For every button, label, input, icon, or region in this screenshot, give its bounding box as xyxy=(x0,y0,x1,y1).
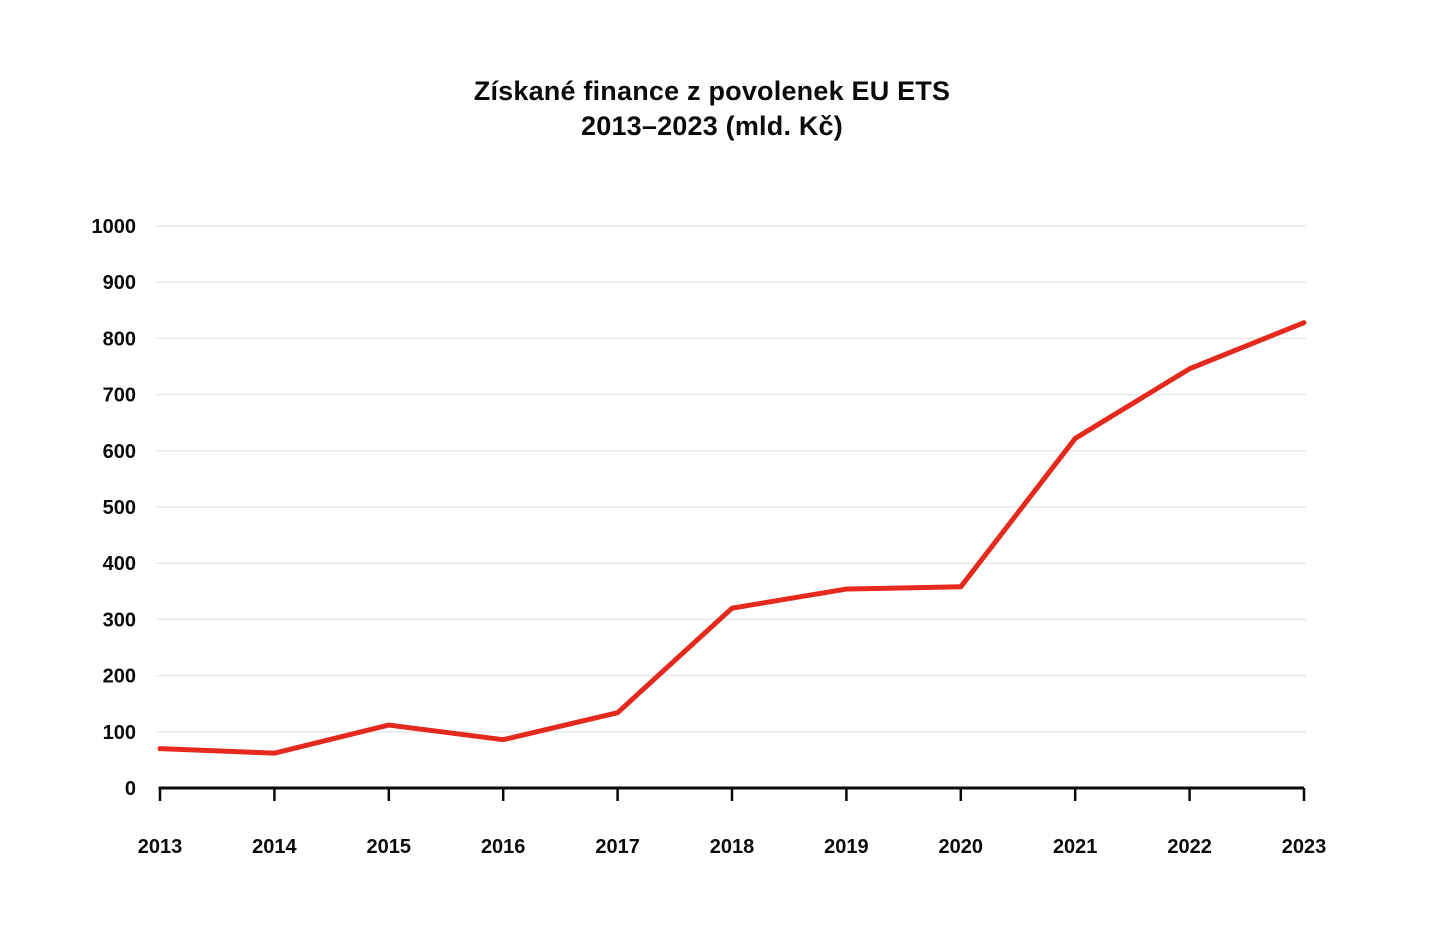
x-tick-label-2021: 2021 xyxy=(1053,836,1098,858)
y-tick-label-400: 400 xyxy=(103,553,136,575)
x-tick-label-2013: 2013 xyxy=(138,836,183,858)
y-tick-label-1000: 1000 xyxy=(92,216,137,238)
data-line-series-0 xyxy=(157,320,1307,756)
y-tick-label-100: 100 xyxy=(103,722,136,744)
y-tick-label-200: 200 xyxy=(103,666,136,688)
x-tick-label-2023: 2023 xyxy=(1282,836,1327,858)
x-tick-label-2017: 2017 xyxy=(595,836,640,858)
chart-subtitle: 2013–2023 (mld. Kč) xyxy=(581,111,843,141)
x-tick-label-2014: 2014 xyxy=(252,836,297,858)
chart-title: Získané finance z povolenek EU ETS xyxy=(473,76,951,106)
x-tick-label-2019: 2019 xyxy=(824,836,869,858)
y-tick-label-800: 800 xyxy=(103,328,136,350)
y-tick-label-600: 600 xyxy=(103,441,136,463)
x-tick-label-2018: 2018 xyxy=(710,836,755,858)
x-tick-label-2020: 2020 xyxy=(939,836,984,858)
y-tick-label-0: 0 xyxy=(125,778,136,800)
y-tick-label-900: 900 xyxy=(103,272,136,294)
y-tick-label-300: 300 xyxy=(103,609,136,631)
chart-title-block: Získané finance z povolenek EU ETS 2013–… xyxy=(0,74,1424,144)
y-tick-label-700: 700 xyxy=(103,385,136,407)
y-tick-label-500: 500 xyxy=(103,497,136,519)
x-tick-label-2022: 2022 xyxy=(1167,836,1212,858)
x-tick-label-2016: 2016 xyxy=(481,836,526,858)
x-tick-label-2015: 2015 xyxy=(367,836,412,858)
